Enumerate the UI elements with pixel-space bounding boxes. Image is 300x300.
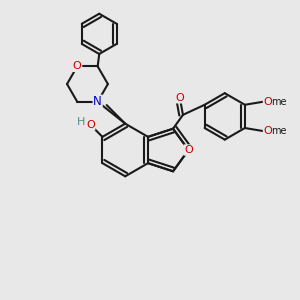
Text: O: O [73, 61, 82, 71]
Text: N: N [93, 95, 102, 108]
Text: me: me [271, 97, 287, 107]
Text: O: O [263, 97, 272, 107]
Text: H: H [77, 117, 85, 127]
Text: O: O [176, 93, 184, 103]
Text: O: O [86, 120, 95, 130]
Text: O: O [263, 126, 272, 136]
Text: me: me [271, 126, 287, 136]
Text: O: O [184, 145, 193, 155]
